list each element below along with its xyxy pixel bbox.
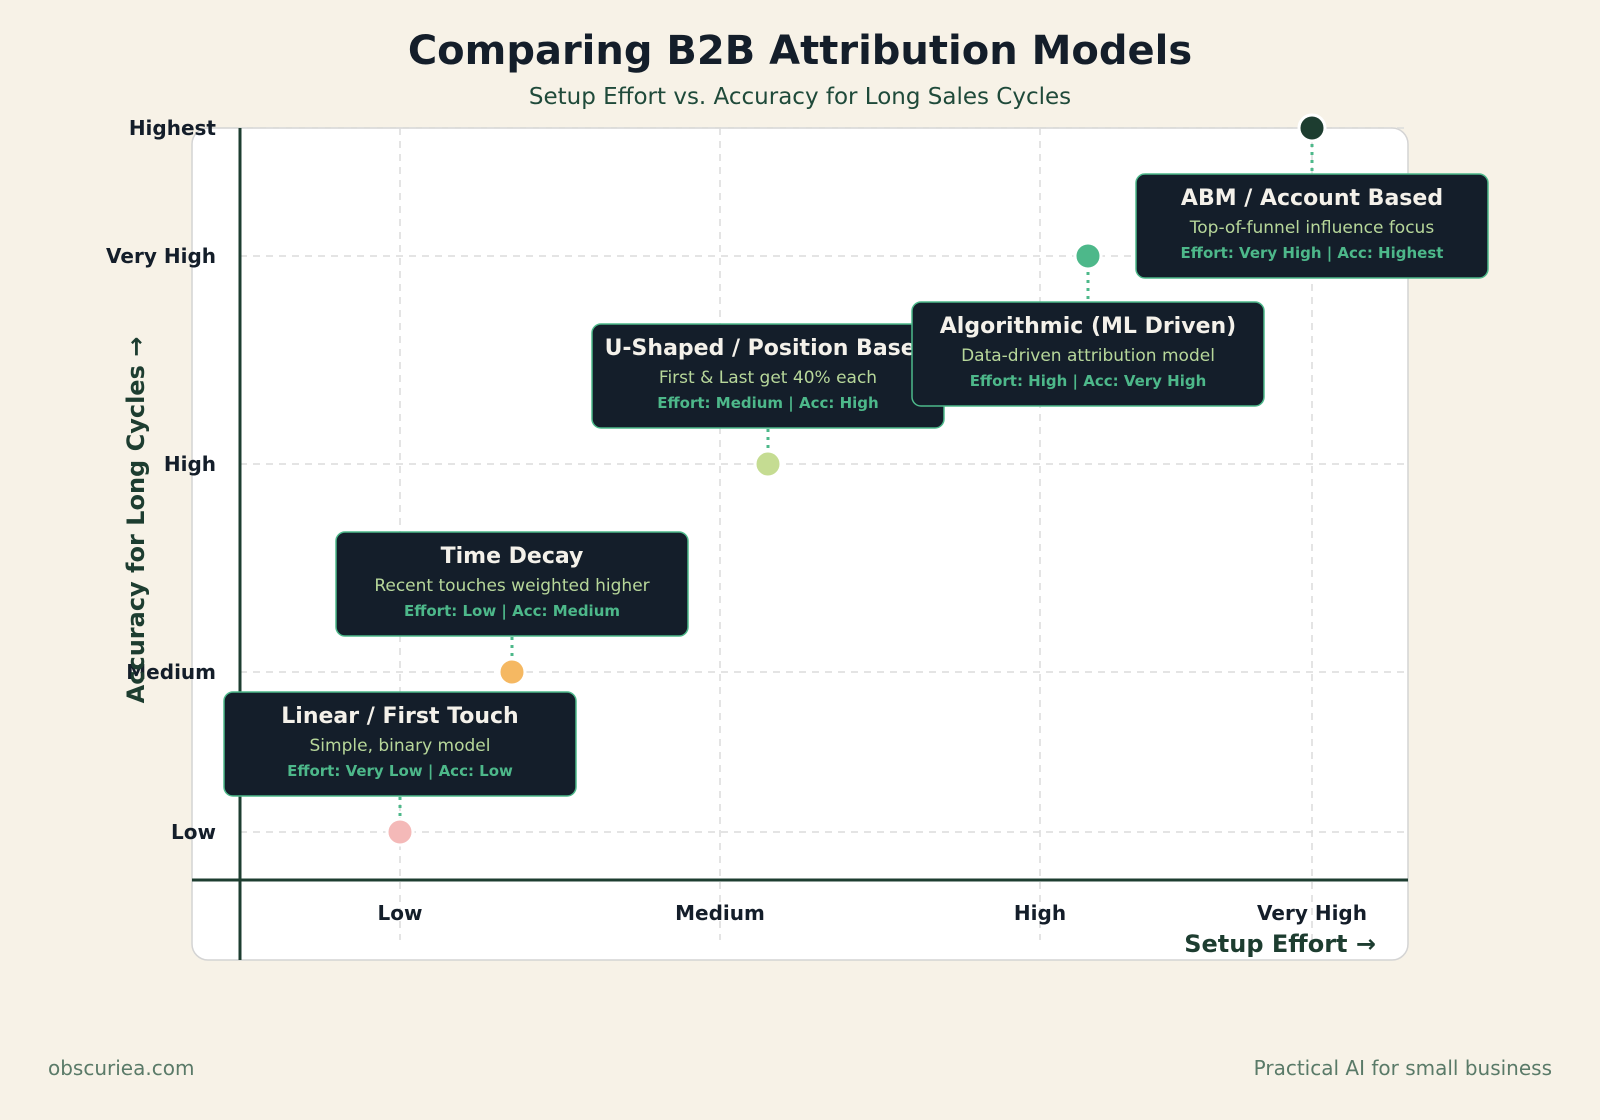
card-stats-u-shaped-position-based: Effort: Medium | Acc: High xyxy=(657,394,878,413)
card-abm-account-based: ABM / Account Based Top-of-funnel influen… xyxy=(1135,173,1489,279)
footer-site: obscuriea.com xyxy=(48,1056,195,1080)
footer-tagline: Practical AI for small business xyxy=(1253,1056,1552,1080)
y-tick-medium: Medium xyxy=(126,660,216,684)
card-title-abm-account-based: ABM / Account Based xyxy=(1181,186,1443,211)
card-desc-time-decay: Recent touches weighted higher xyxy=(374,576,649,596)
y-tick-very-high: Very High xyxy=(106,244,216,268)
point-abm-account-based xyxy=(1297,113,1327,143)
card-bg-time-decay xyxy=(335,531,689,637)
card-bg-abm-account-based xyxy=(1135,173,1489,279)
card-desc-u-shaped-position-based: First & Last get 40% each xyxy=(659,368,877,388)
card-bg-linear-first-touch xyxy=(223,691,577,797)
card-algorithmic-ml-driven: Algorithmic (ML Driven) Data-driven attri… xyxy=(911,301,1265,407)
card-stats-time-decay: Effort: Low | Acc: Medium xyxy=(404,602,620,621)
card-desc-algorithmic-ml-driven: Data-driven attribution model xyxy=(961,346,1215,366)
card-bg-algorithmic-ml-driven xyxy=(911,301,1265,407)
card-title-time-decay: Time Decay xyxy=(441,544,584,569)
data-points xyxy=(385,113,1327,847)
card-stats-linear-first-touch: Effort: Very Low | Acc: Low xyxy=(287,762,513,781)
card-linear-first-touch: Linear / First Touch Simple, binary model… xyxy=(223,691,577,797)
card-stats-abm-account-based: Effort: Very High | Acc: Highest xyxy=(1181,244,1444,263)
y-tick-high: High xyxy=(164,452,216,476)
y-axis-label: Accuracy for Long Cycles → xyxy=(122,337,150,704)
card-title-linear-first-touch: Linear / First Touch xyxy=(281,704,518,729)
chart-subtitle: Setup Effort vs. Accuracy for Long Sales… xyxy=(529,84,1071,110)
x-tick-medium: Medium xyxy=(675,901,765,925)
point-label-cards: Linear / First Touch Simple, binary model… xyxy=(223,173,1489,797)
card-title-u-shaped-position-based: U-Shaped / Position Based xyxy=(605,336,932,361)
y-tick-low: Low xyxy=(171,820,216,844)
card-title-algorithmic-ml-driven: Algorithmic (ML Driven) xyxy=(940,314,1236,339)
x-tick-labels: Low Medium High Very High xyxy=(378,901,1367,925)
card-u-shaped-position-based: U-Shaped / Position Based First & Last ge… xyxy=(591,323,945,429)
card-desc-abm-account-based: Top-of-funnel influence focus xyxy=(1189,218,1435,238)
x-tick-very-high: Very High xyxy=(1257,901,1367,925)
point-time-decay xyxy=(497,657,527,687)
x-axis-label: Setup Effort → xyxy=(1184,930,1376,958)
card-stats-algorithmic-ml-driven: Effort: High | Acc: Very High xyxy=(970,372,1207,391)
point-u-shaped-position-based xyxy=(753,449,783,479)
point-connectors xyxy=(398,128,1314,832)
y-tick-labels: Low Medium High Very High Highest xyxy=(106,116,216,844)
x-tick-low: Low xyxy=(378,901,423,925)
x-tick-high: High xyxy=(1014,901,1066,925)
card-desc-linear-first-touch: Simple, binary model xyxy=(310,736,491,756)
point-algorithmic-ml-driven xyxy=(1073,241,1103,271)
chart-title: Comparing B2B Attribution Models xyxy=(408,28,1192,74)
card-time-decay: Time Decay Recent touches weighted higher… xyxy=(335,531,689,637)
y-tick-highest: Highest xyxy=(129,116,217,140)
point-linear-first-touch xyxy=(385,817,415,847)
